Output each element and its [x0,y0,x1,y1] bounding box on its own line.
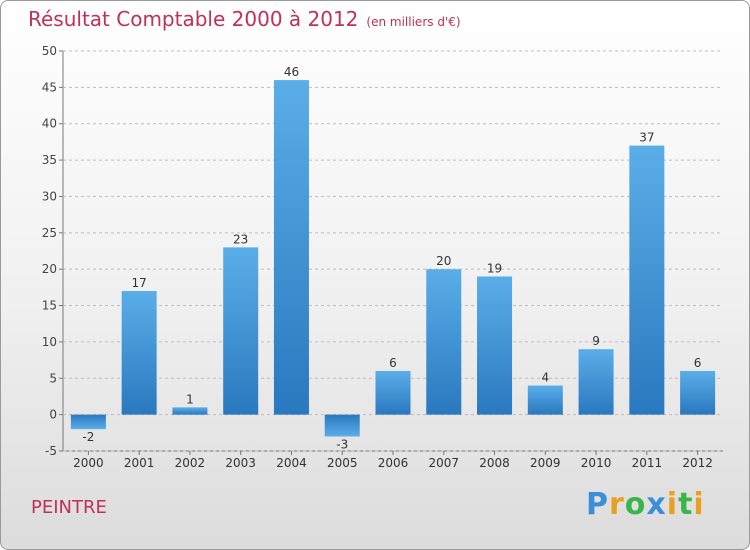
bar-value-label: 17 [132,276,147,290]
y-tick-label: 45 [42,80,57,94]
logo-letter: P [586,487,609,522]
bar-value-label: 1 [186,392,194,406]
bar-value-label: 4 [541,371,549,385]
bar-value-label: 23 [233,232,248,246]
y-tick-label: -5 [45,444,57,458]
bar [172,407,208,415]
bar [121,291,157,415]
y-tick-label: 35 [42,153,57,167]
x-tick-label: 2008 [479,456,510,470]
bar-value-label: 6 [389,356,397,370]
x-tick-label: 2003 [225,456,256,470]
x-tick-label: 2002 [175,456,206,470]
bar [375,371,411,415]
chart-subtitle: (en milliers d'€) [366,15,461,29]
bar [324,414,360,437]
bar-value-label: 20 [436,254,451,268]
x-tick-label: 2007 [428,456,459,470]
x-tick-label: 2001 [124,456,155,470]
x-tick-label: 2005 [327,456,358,470]
logo-letter: x [646,487,667,522]
x-tick-label: 2012 [682,456,713,470]
bar [578,349,614,415]
bar [680,371,716,415]
y-tick-label: 0 [49,408,57,422]
bar-value-label: 9 [592,334,600,348]
bar-value-label: 46 [284,65,299,79]
y-tick-label: 10 [42,335,57,349]
bar [527,385,563,415]
y-tick-label: 50 [42,44,57,58]
bar [477,276,513,415]
bar [273,80,309,415]
y-tick-label: 15 [42,299,57,313]
bar-value-label: -2 [82,430,94,444]
y-tick-label: 20 [42,262,57,276]
bar-value-label: 37 [639,131,654,145]
bar [223,247,259,415]
chart-title-text: Résultat Comptable 2000 à 2012 [28,7,359,31]
logo-letter: t [678,487,694,522]
bar [70,414,106,430]
logo-letter: i [693,487,705,522]
x-tick-label: 2000 [73,456,104,470]
bar-value-label: -3 [336,437,348,451]
proxiti-logo: Proxiti [586,487,705,522]
chart-title: Résultat Comptable 2000 à 2012 (en millie… [28,7,461,31]
y-tick-label: 30 [42,189,57,203]
y-tick-label: 5 [49,371,57,385]
y-tick-label: 40 [42,117,57,131]
bar-value-label: 6 [694,356,702,370]
bar-value-label: 19 [487,261,502,275]
bar [426,269,462,415]
x-tick-label: 2011 [632,456,663,470]
x-tick-label: 2010 [581,456,612,470]
commune-name: PEINTRE [31,497,107,518]
logo-letter: r [609,487,625,522]
logo-letter: o [624,487,647,522]
x-tick-label: 2006 [378,456,409,470]
bar [629,145,665,415]
y-tick-label: 25 [42,226,57,240]
x-tick-label: 2009 [530,456,561,470]
x-tick-label: 2004 [276,456,307,470]
logo-letter: i [666,487,679,522]
